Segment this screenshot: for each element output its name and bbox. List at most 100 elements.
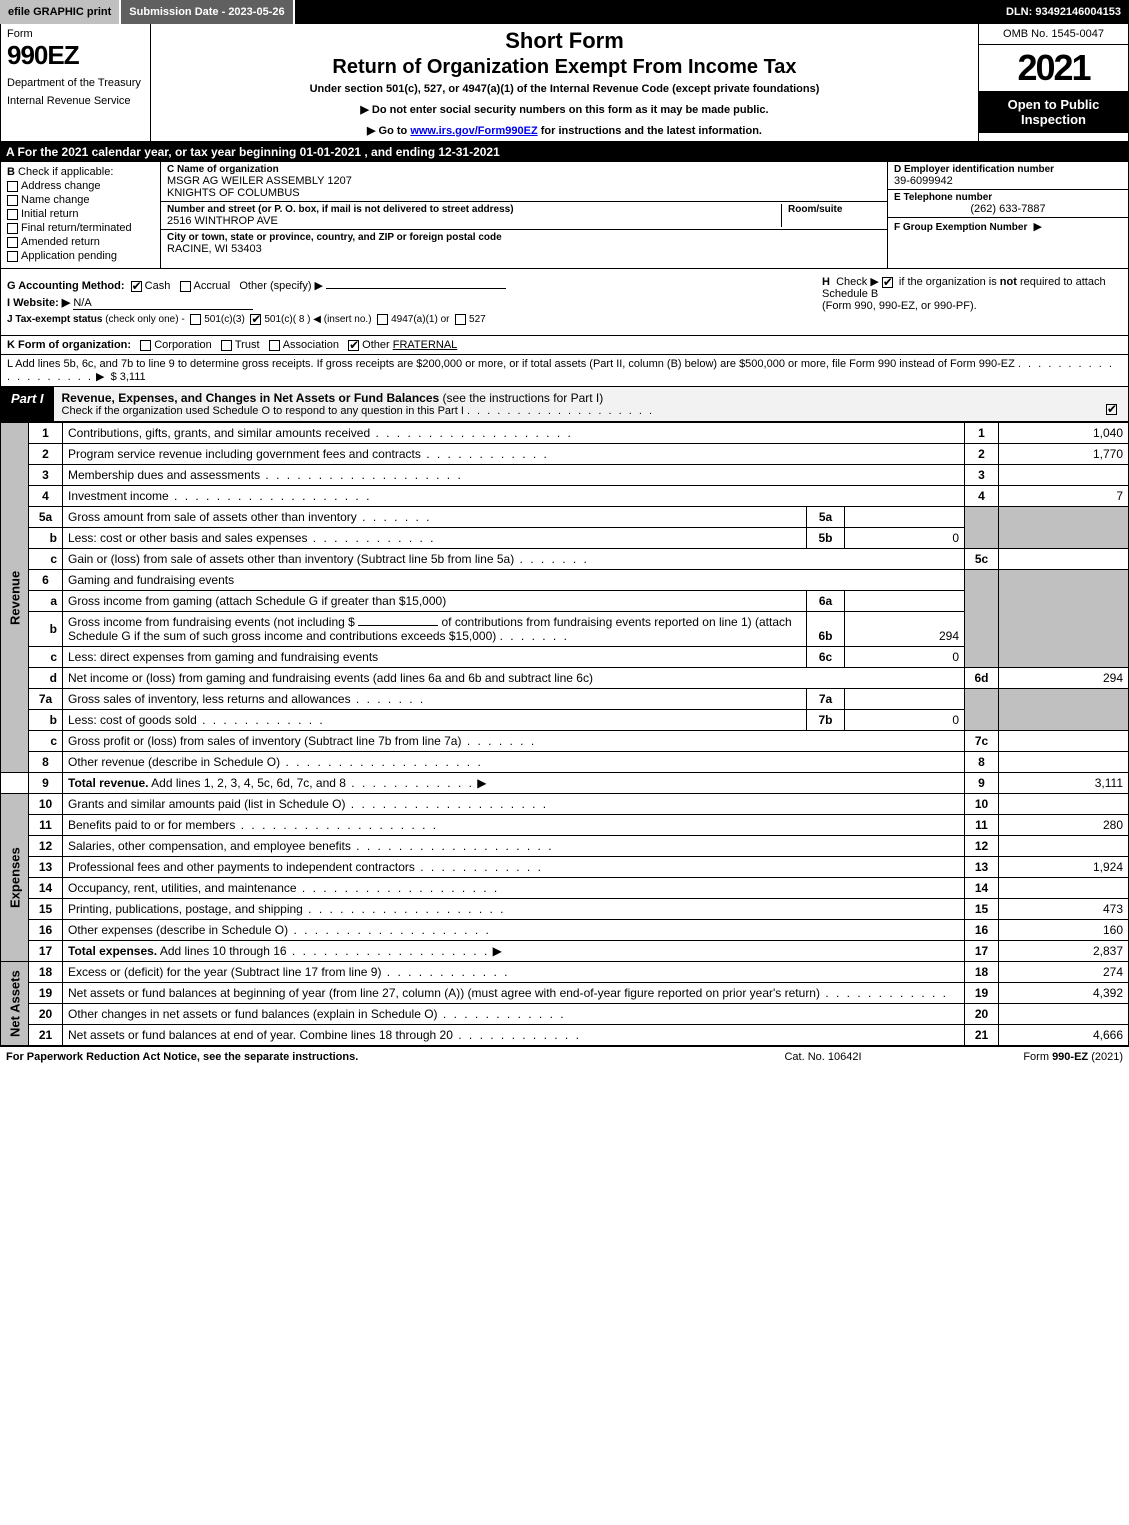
row-17: 17 Total expenses. Add lines 10 through … — [1, 941, 1129, 962]
chk-name-change[interactable]: Name change — [7, 194, 154, 206]
f-arrow-icon: ▶ — [1033, 221, 1041, 233]
line-l: L Add lines 5b, 6c, and 7b to line 9 to … — [0, 355, 1129, 387]
amt-1: 1,040 — [999, 423, 1129, 444]
chk-4947[interactable] — [377, 314, 388, 325]
b-label: B — [7, 166, 15, 178]
desc-5a: Gross amount from sale of assets other t… — [63, 507, 807, 528]
c-city-label: City or town, state or province, country… — [167, 232, 881, 243]
form-number: 990EZ — [7, 40, 144, 71]
irs-link[interactable]: www.irs.gov/Form990EZ — [410, 125, 537, 137]
footer-right: Form 990-EZ (2021) — [923, 1051, 1123, 1063]
section-c: C Name of organization MSGR AG WEILER AS… — [161, 162, 888, 268]
part-i-checknote-text: Check if the organization used Schedule … — [62, 405, 464, 417]
desc-6a: Gross income from gaming (attach Schedul… — [63, 591, 807, 612]
subtitle-ssn-warning: ▶ Do not enter social security numbers o… — [159, 103, 970, 116]
desc-16: Other expenses (describe in Schedule O) — [63, 920, 965, 941]
chk-501c[interactable] — [250, 314, 261, 325]
j-527-label: 527 — [469, 314, 486, 325]
side-9-blank — [1, 773, 29, 794]
ln-14: 14 — [29, 878, 63, 899]
phone-value: (262) 633-7887 — [894, 203, 1122, 215]
box-9: 9 — [965, 773, 999, 794]
line-j: J Tax-exempt status (check only one) - 5… — [7, 314, 822, 325]
part-i-table: Revenue 1 Contributions, gifts, grants, … — [0, 422, 1129, 1046]
desc-1: Contributions, gifts, grants, and simila… — [63, 423, 965, 444]
c-addr-label: Number and street (or P. O. box, if mail… — [167, 204, 781, 215]
chk-address-change[interactable]: Address change — [7, 180, 154, 192]
title-return: Return of Organization Exempt From Incom… — [159, 56, 970, 79]
e-phone-label: E Telephone number — [894, 192, 1122, 203]
desc-8: Other revenue (describe in Schedule O) — [63, 752, 965, 773]
chk-application-pending-label: Application pending — [21, 250, 117, 262]
desc-18: Excess or (deficit) for the year (Subtra… — [63, 962, 965, 983]
desc-5c: Gain or (loss) from sale of assets other… — [63, 549, 965, 570]
box-11: 11 — [965, 815, 999, 836]
form-label: Form — [7, 28, 144, 40]
desc-6b: Gross income from fundraising events (no… — [63, 612, 807, 647]
desc-14: Occupancy, rent, utilities, and maintena… — [63, 878, 965, 899]
amt-15: 473 — [999, 899, 1129, 920]
chk-amended-return[interactable]: Amended return — [7, 236, 154, 248]
block-bcf: B Check if applicable: Address change Na… — [0, 162, 1129, 269]
chk-corporation[interactable] — [140, 340, 151, 351]
chk-527[interactable] — [455, 314, 466, 325]
ln-16: 16 — [29, 920, 63, 941]
row-12: 12 Salaries, other compensation, and emp… — [1, 836, 1129, 857]
chk-other-org[interactable] — [348, 340, 359, 351]
ln-11: 11 — [29, 815, 63, 836]
box-15: 15 — [965, 899, 999, 920]
amt-4: 7 — [999, 486, 1129, 507]
box-20: 20 — [965, 1004, 999, 1025]
desc-6: Gaming and fundraising events — [63, 570, 965, 591]
amt-10 — [999, 794, 1129, 815]
ln-1: 1 — [29, 423, 63, 444]
ln-5b: b — [29, 528, 63, 549]
side-netassets: Net Assets — [1, 962, 29, 1046]
box-2: 2 — [965, 444, 999, 465]
ln-15: 15 — [29, 899, 63, 920]
org-city: RACINE, WI 53403 — [167, 243, 881, 255]
chk-501c3[interactable] — [190, 314, 201, 325]
title-short-form: Short Form — [159, 28, 970, 54]
box-16: 16 — [965, 920, 999, 941]
input-6b-contrib[interactable] — [358, 625, 438, 626]
ln-12: 12 — [29, 836, 63, 857]
row-5a: 5a Gross amount from sale of assets othe… — [1, 507, 1129, 528]
footer-left: For Paperwork Reduction Act Notice, see … — [6, 1051, 723, 1063]
row-7b: b Less: cost of goods sold 7b 0 — [1, 710, 1129, 731]
chk-association[interactable] — [269, 340, 280, 351]
l-arrow-icon — [96, 371, 107, 383]
chk-schedule-b[interactable] — [882, 277, 893, 288]
row-8: 8 Other revenue (describe in Schedule O)… — [1, 752, 1129, 773]
chk-accrual[interactable] — [180, 281, 191, 292]
chk-schedule-o[interactable] — [1106, 404, 1117, 415]
chk-cash[interactable] — [131, 281, 142, 292]
row-21: 21 Net assets or fund balances at end of… — [1, 1025, 1129, 1046]
g-other-input[interactable] — [326, 288, 506, 289]
desc-11: Benefits paid to or for members — [63, 815, 965, 836]
chk-trust[interactable] — [221, 340, 232, 351]
amt-6abc-shade — [999, 570, 1129, 668]
dept-treasury: Department of the Treasury — [7, 77, 144, 89]
tax-year: 2021 — [979, 45, 1128, 91]
ln-19: 19 — [29, 983, 63, 1004]
ln-5c: c — [29, 549, 63, 570]
row-5c: c Gain or (loss) from sale of assets oth… — [1, 549, 1129, 570]
submission-date: Submission Date - 2023-05-26 — [121, 0, 294, 24]
line-k: K Form of organization: Corporation Trus… — [0, 336, 1129, 355]
box-21: 21 — [965, 1025, 999, 1046]
row-18: Net Assets 18 Excess or (deficit) for th… — [1, 962, 1129, 983]
row-10: Expenses 10 Grants and similar amounts p… — [1, 794, 1129, 815]
l-amount: $ 3,111 — [111, 371, 146, 383]
amt-11: 280 — [999, 815, 1129, 836]
chk-final-return[interactable]: Final return/terminated — [7, 222, 154, 234]
desc-6b-t1: Gross income from fundraising events (no… — [68, 615, 355, 629]
chk-application-pending[interactable]: Application pending — [7, 250, 154, 262]
amt-17: 2,837 — [999, 941, 1129, 962]
line-g: G Accounting Method: Cash Accrual Other … — [7, 279, 822, 292]
chk-initial-return[interactable]: Initial return — [7, 208, 154, 220]
desc-19: Net assets or fund balances at beginning… — [63, 983, 965, 1004]
part-i-title: Revenue, Expenses, and Changes in Net As… — [62, 391, 440, 405]
row-15: 15 Printing, publications, postage, and … — [1, 899, 1129, 920]
amt-21: 4,666 — [999, 1025, 1129, 1046]
